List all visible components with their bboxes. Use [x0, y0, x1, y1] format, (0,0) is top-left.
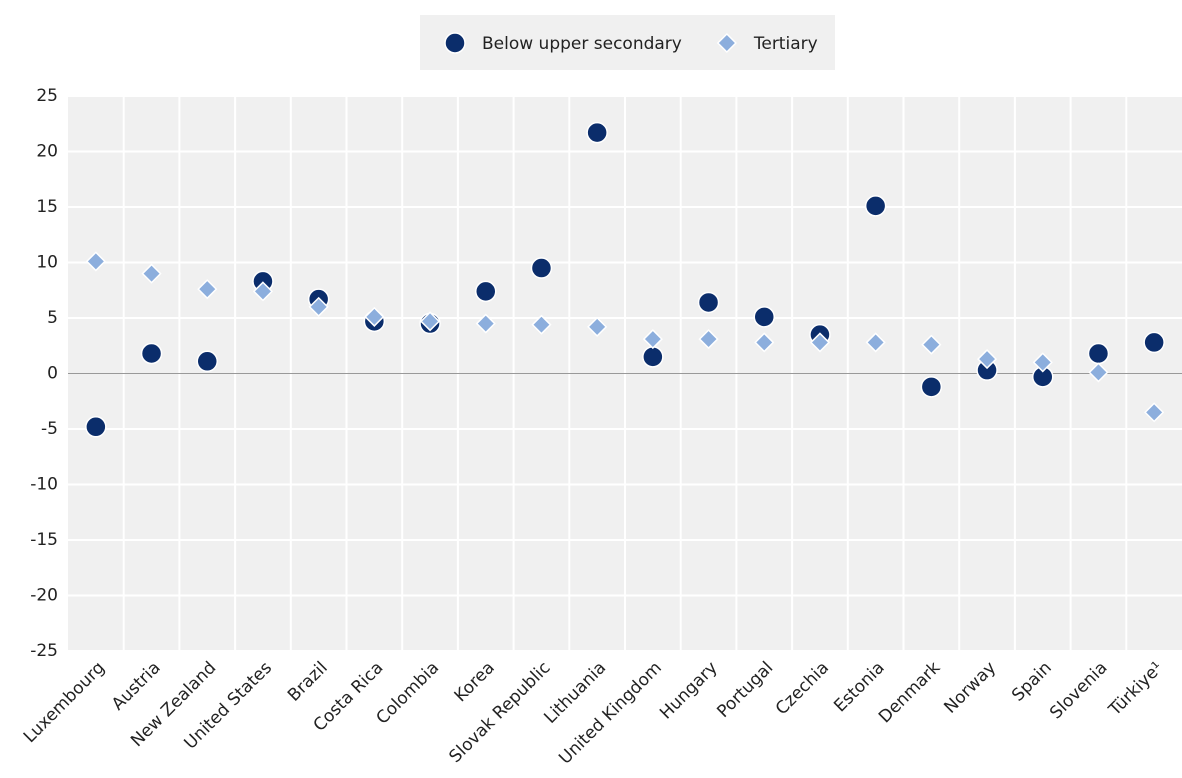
- data-point: [85, 416, 107, 438]
- data-point: [642, 346, 664, 368]
- data-point: [308, 296, 329, 317]
- data-point: [364, 306, 385, 327]
- data-point: [1143, 331, 1165, 354]
- x-tick-label: Portugal: [713, 658, 777, 722]
- data-point: [865, 332, 886, 353]
- y-tick-label: -15: [30, 530, 58, 550]
- data-point: [140, 342, 163, 365]
- legend-marker: [716, 32, 737, 54]
- x-tick-label: Spain: [1008, 658, 1056, 706]
- data-point: [642, 329, 663, 350]
- data-point: [85, 251, 106, 272]
- data-point: [475, 313, 496, 334]
- x-tick-label: Luxembourg: [20, 658, 109, 747]
- data-point: [753, 306, 775, 328]
- x-tick-label: United Kingdom: [555, 658, 666, 769]
- y-tick-label: -5: [41, 419, 58, 439]
- x-tick-label: Korea: [451, 658, 499, 706]
- data-point: [1087, 342, 1110, 365]
- y-tick-label: -10: [30, 475, 58, 495]
- data-point: [531, 314, 552, 335]
- legend-label: Below upper secondary: [482, 34, 682, 54]
- legend-box: [420, 15, 835, 70]
- data-point: [1032, 352, 1053, 373]
- data-point: [1088, 362, 1109, 383]
- x-tick-label: Czechia: [772, 658, 833, 719]
- data-point: [586, 121, 608, 144]
- data-point: [697, 291, 720, 314]
- x-tick-label: Brazil: [284, 658, 332, 706]
- data-point: [252, 281, 274, 302]
- y-tick-label: -20: [30, 586, 58, 606]
- legend-marker: [444, 32, 466, 54]
- x-tick-label: Norway: [940, 658, 1000, 718]
- data-point: [197, 279, 218, 300]
- x-tick-label: Slovak Republic: [445, 658, 554, 767]
- y-tick-label: 20: [36, 142, 58, 162]
- data-point: [141, 263, 162, 284]
- x-tick-label: Hungary: [656, 658, 721, 723]
- data-point: [419, 311, 441, 332]
- x-tick-label: Austria: [108, 658, 165, 715]
- legend-label: Tertiary: [753, 34, 818, 54]
- x-tick-label: Denmark: [875, 658, 945, 728]
- data-point: [530, 257, 553, 279]
- data-point: [475, 280, 497, 303]
- y-tick-label: 5: [47, 308, 58, 328]
- data-point: [809, 332, 831, 353]
- data-point: [1144, 402, 1165, 423]
- data-point: [864, 195, 887, 217]
- data-point: [196, 350, 218, 373]
- data-point: [754, 332, 775, 353]
- data-point: [920, 376, 943, 398]
- y-tick-label: 10: [36, 253, 58, 273]
- y-tick-label: 15: [36, 197, 58, 217]
- y-tick-label: -25: [30, 641, 58, 661]
- x-tick-label: Slovenia: [1046, 658, 1111, 723]
- data-point: [921, 334, 942, 355]
- data-point: [698, 329, 719, 350]
- data-point: [587, 316, 608, 337]
- y-tick-label: 25: [36, 86, 58, 106]
- data-point: [976, 349, 998, 370]
- y-tick-label: 0: [47, 364, 58, 384]
- x-tick-label: Türkiye¹: [1104, 658, 1167, 721]
